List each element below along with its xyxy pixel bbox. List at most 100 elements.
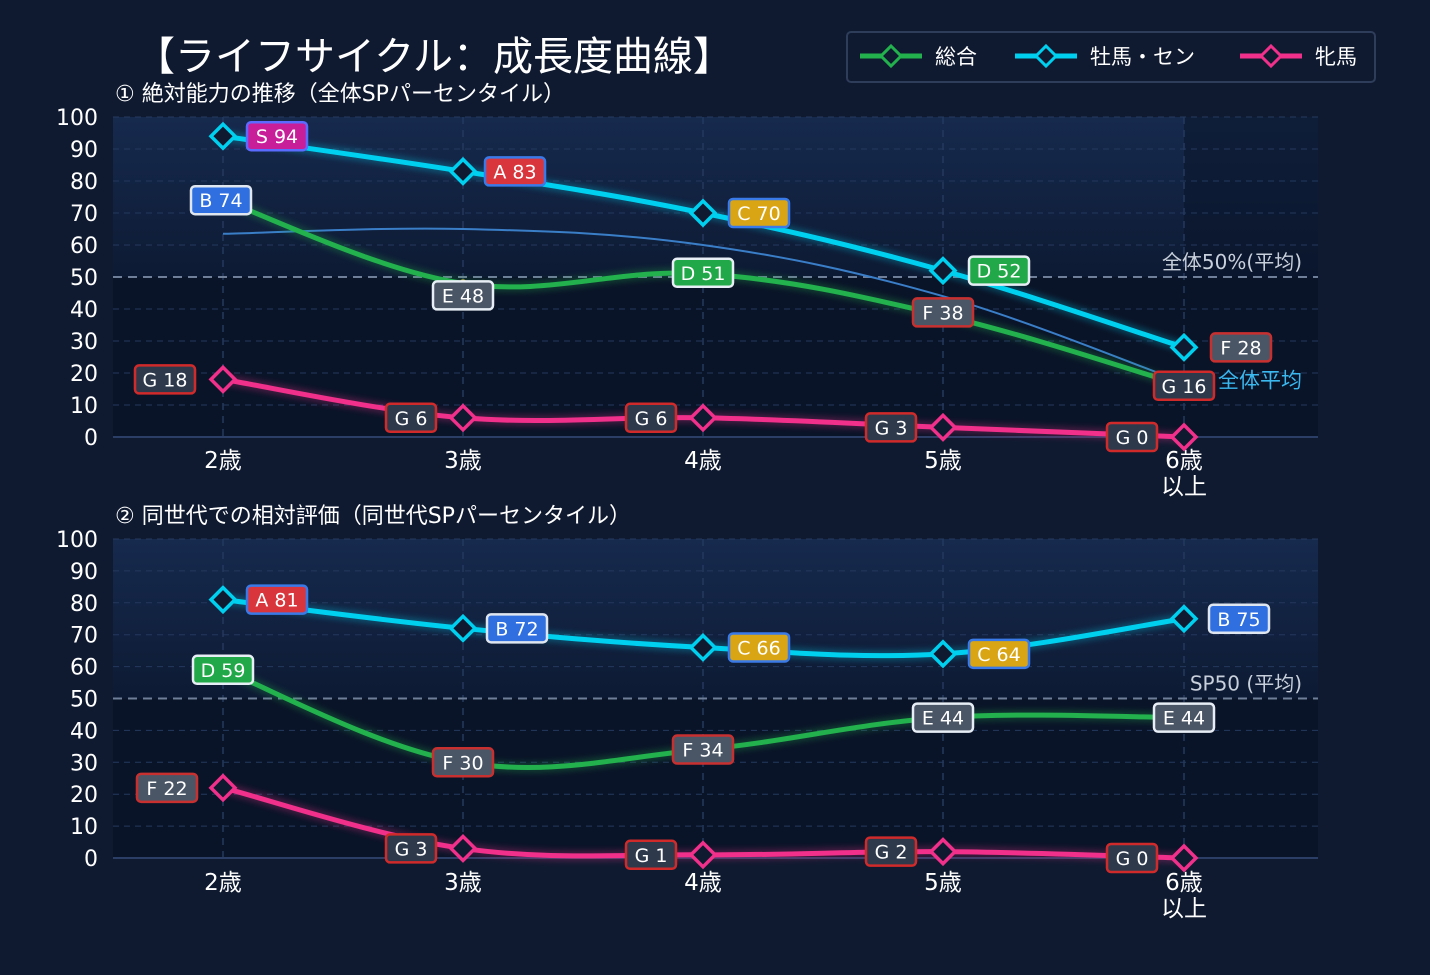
data-label: F 28	[1209, 332, 1273, 363]
data-label: A 83	[483, 156, 547, 187]
y-tick-label: 20	[70, 362, 98, 387]
data-label-box	[1207, 603, 1271, 634]
data-point-diamond-icon	[208, 773, 238, 803]
data-label-text: G 6	[635, 408, 668, 430]
y-tick-label: 0	[84, 426, 98, 451]
data-label-text: F 30	[442, 752, 483, 774]
data-label: D 52	[967, 255, 1031, 286]
data-point-diamond-icon	[688, 198, 718, 228]
data-label-text: G 1	[635, 845, 668, 867]
x-tick-label: 5歳	[924, 870, 962, 896]
data-label: C 66	[727, 632, 791, 663]
y-tick-label: 50	[70, 688, 98, 713]
plot-area-upper	[113, 539, 1318, 699]
data-label: G 6	[624, 402, 678, 434]
data-label-text: B 74	[199, 190, 242, 212]
x-tick-label: 6歳以上	[1161, 870, 1207, 922]
data-label: E 48	[431, 280, 495, 311]
data-label: F 30	[431, 747, 495, 778]
data-label-box	[1152, 702, 1216, 733]
x-tick-label-line: 4歳	[684, 448, 722, 474]
data-label: D 59	[191, 654, 255, 686]
data-label: G 6	[384, 402, 438, 434]
data-point-diamond-icon	[928, 837, 958, 867]
data-label-box	[911, 702, 975, 733]
data-label-box	[1152, 370, 1216, 402]
data-label-text: C 64	[977, 644, 1020, 666]
y-tick-label: 10	[70, 394, 98, 419]
data-label-box	[135, 772, 199, 804]
data-label-box	[245, 120, 309, 152]
legend-box	[846, 31, 1376, 83]
data-label-box	[911, 297, 975, 328]
y-tick-label: 50	[70, 266, 98, 291]
data-label-box	[967, 255, 1031, 286]
y-tick-label: 60	[70, 234, 98, 259]
legend-marker-diamond-icon	[1258, 43, 1284, 69]
data-label-box	[431, 280, 495, 311]
y-tick-label: 20	[70, 783, 98, 808]
legend-label-2: 牝馬	[1315, 45, 1357, 69]
y-tick-label: 100	[56, 528, 98, 553]
plot-area-lower	[113, 698, 1318, 858]
legend-label-0: 総合	[935, 45, 977, 69]
data-label-text: D 59	[201, 660, 246, 682]
data-label: G 0	[1105, 842, 1159, 874]
data-label-box	[727, 632, 791, 663]
data-label-text: F 34	[682, 740, 723, 762]
data-label: C 64	[967, 638, 1031, 670]
average-line-label: 全体平均	[1218, 369, 1302, 393]
data-label: G 2	[864, 836, 918, 867]
average-line	[222, 227, 1185, 384]
panel-2: ② 同世代での相対評価（同世代SPパーセンタイル） SP50 (平均) 0 10 20 3…	[56, 504, 1318, 922]
data-label-box	[483, 156, 547, 187]
data-label: B 75	[1207, 603, 1271, 634]
x-tick-label-line: 5歳	[924, 448, 962, 474]
x-tick-label-line: 6歳	[1165, 448, 1203, 474]
data-point-diamond-icon	[448, 156, 478, 186]
y-tick-label: 10	[70, 815, 98, 840]
x-tick-label-line: 3歳	[444, 870, 482, 896]
data-label-text: A 83	[493, 161, 536, 183]
data-point-diamond-icon	[1169, 604, 1199, 634]
x-tick-label: 2歳	[204, 870, 242, 896]
data-label-box	[1105, 421, 1159, 453]
data-point-diamond-icon	[448, 833, 478, 863]
x-tick-label: 2歳	[204, 448, 242, 474]
data-point-diamond-icon	[1169, 422, 1199, 452]
y-tick-label: 80	[70, 170, 98, 195]
data-point-diamond-icon	[928, 639, 958, 669]
data-label: G 3	[384, 833, 438, 864]
y-tick-label: 70	[70, 624, 98, 649]
data-label: D 51	[671, 257, 735, 289]
data-label-text: A 81	[255, 590, 298, 612]
data-label: S 94	[245, 120, 309, 152]
data-label: B 74	[189, 184, 253, 216]
data-label-text: C 66	[737, 637, 780, 659]
y-tick-label: 70	[70, 202, 98, 227]
x-tick-label-line: 以上	[1161, 474, 1207, 500]
y-tick-label: 40	[70, 298, 98, 323]
data-label-text: G 16	[1162, 376, 1207, 398]
legend-marker-diamond-icon	[878, 43, 904, 69]
x-tick-label: 4歳	[684, 870, 722, 896]
data-label-text: D 51	[681, 263, 726, 285]
data-label: F 34	[671, 734, 735, 765]
data-point-diamond-icon	[928, 412, 958, 442]
x-tick-label: 3歳	[444, 870, 482, 896]
y-tick-label: 80	[70, 592, 98, 617]
data-label: A 81	[245, 584, 309, 615]
y-tick-label: 40	[70, 719, 98, 744]
data-label-box	[967, 638, 1031, 670]
y-tick-label: 100	[56, 106, 98, 131]
data-label-box	[485, 613, 549, 644]
data-label-box	[245, 584, 309, 615]
x-tick-label-line: 6歳	[1165, 870, 1203, 896]
data-point-diamond-icon	[208, 364, 238, 394]
legend-label-1: 牡馬・セン	[1090, 45, 1195, 69]
data-label-text: B 75	[1217, 609, 1260, 631]
data-label-box	[133, 364, 197, 395]
data-label: B 72	[485, 613, 549, 644]
data-label-box	[727, 197, 791, 229]
